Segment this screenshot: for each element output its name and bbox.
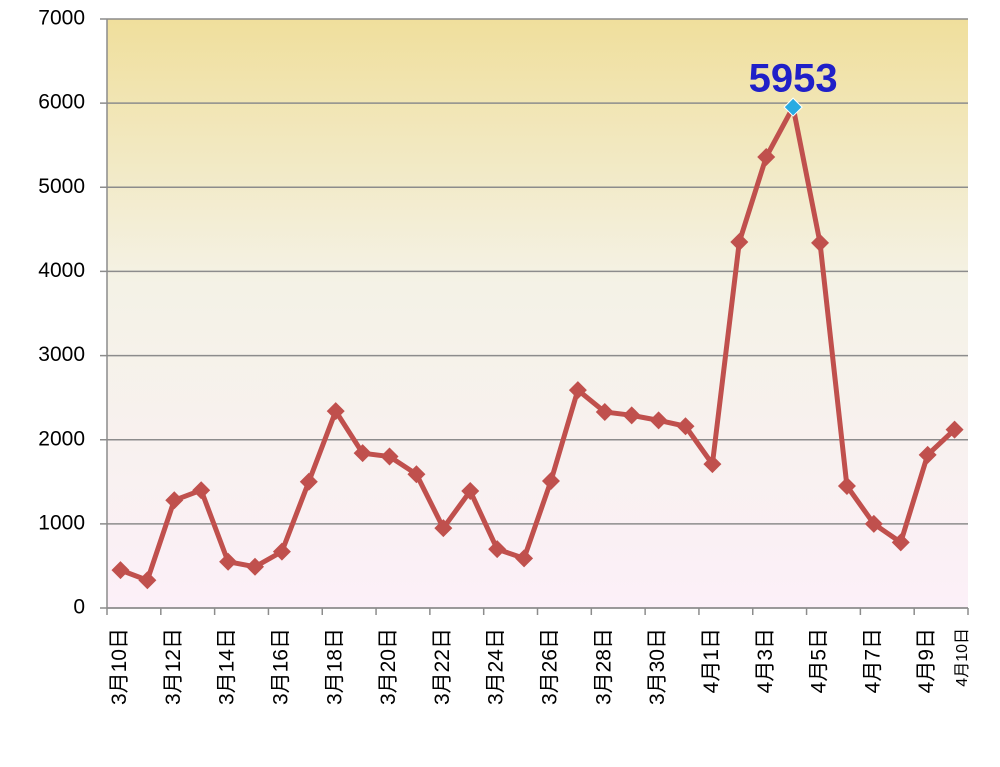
- marker: [326, 402, 345, 421]
- y-tick-label: 3000: [38, 343, 85, 366]
- marker: [434, 519, 453, 538]
- x-tick-label: 3月26日: [539, 628, 562, 705]
- x-tick-label: 3月18日: [323, 628, 346, 705]
- marker: [111, 561, 130, 580]
- marker: [380, 447, 399, 466]
- marker: [541, 471, 560, 490]
- x-tick-label: 3月12日: [162, 628, 185, 705]
- marker: [138, 571, 157, 590]
- marker: [730, 232, 749, 251]
- x-tick-label: 3月20日: [377, 628, 400, 705]
- x-tick-label: 3月16日: [269, 628, 292, 705]
- x-tick-label: 3月10日: [108, 628, 131, 705]
- marker: [837, 476, 856, 495]
- marker: [272, 542, 291, 561]
- x-tick-label: 3月30日: [646, 628, 669, 705]
- marker: [918, 445, 937, 464]
- x-tick-label: 4月9日: [915, 628, 938, 693]
- marker: [245, 557, 264, 576]
- marker: [165, 491, 184, 510]
- marker: [676, 417, 695, 436]
- marker: [515, 549, 534, 568]
- y-tick-label: 7000: [38, 7, 85, 30]
- marker: [461, 482, 480, 501]
- marker: [622, 406, 641, 425]
- x-tick-label: 3月24日: [485, 628, 508, 705]
- plot-background: [107, 19, 968, 608]
- y-tick-label: 1000: [38, 511, 85, 534]
- x-tick-label: 4月1日: [700, 628, 723, 693]
- marker: [407, 465, 426, 484]
- marker: [757, 147, 776, 166]
- marker: [649, 411, 668, 430]
- y-tick-label: 2000: [38, 427, 85, 450]
- marker: [945, 420, 964, 439]
- marker: [595, 402, 614, 421]
- x-tick-label: 4月3日: [754, 628, 777, 693]
- marker: [864, 514, 883, 533]
- marker: [891, 533, 910, 552]
- marker: [783, 97, 803, 117]
- marker: [811, 233, 830, 252]
- marker: [353, 444, 372, 463]
- marker: [219, 552, 238, 571]
- marker: [488, 540, 507, 559]
- y-tick-label: 4000: [38, 259, 85, 282]
- x-tick-label: 3月28日: [592, 628, 615, 705]
- marker: [299, 472, 318, 491]
- x-tick-label: 4月10日: [954, 628, 971, 687]
- marker: [568, 381, 587, 400]
- x-tick-label: 4月5日: [808, 628, 831, 693]
- y-tick-label: 0: [73, 596, 85, 619]
- x-tick-label: 3月22日: [431, 628, 454, 705]
- x-tick-label: 4月7日: [861, 628, 884, 693]
- data-label: 5953: [749, 57, 838, 101]
- y-tick-label: 6000: [38, 91, 85, 114]
- marker: [703, 455, 722, 474]
- marker: [192, 481, 211, 500]
- y-tick-label: 5000: [38, 175, 85, 198]
- x-tick-label: 3月14日: [216, 628, 239, 705]
